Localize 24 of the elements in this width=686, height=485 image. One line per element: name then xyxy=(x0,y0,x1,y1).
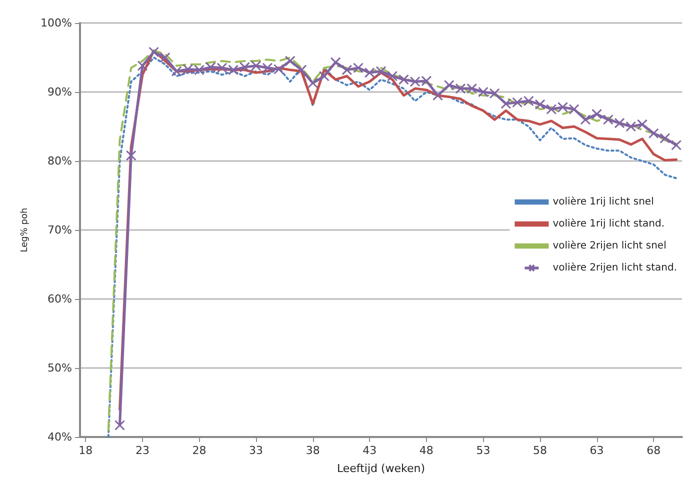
x-tick-label: 53 xyxy=(476,444,490,457)
y-tick-label: 70% xyxy=(48,224,72,236)
x-tick-label: 43 xyxy=(362,444,377,457)
y-tick-label: 90% xyxy=(48,86,72,98)
y-tick-label: 100% xyxy=(40,16,72,30)
x-tick-label: 63 xyxy=(590,444,604,457)
x-tick-label: 23 xyxy=(135,444,150,457)
x-tick-label: 28 xyxy=(192,444,206,457)
y-tick-label: 50% xyxy=(48,362,72,374)
x-tick-label: 68 xyxy=(646,444,661,457)
y-tick-label: 60% xyxy=(48,292,72,306)
legend-label: volière 2rijen licht stand. xyxy=(552,262,678,274)
x-tick-label: 18 xyxy=(78,444,93,457)
y-axis-title: Leg% poh xyxy=(20,208,30,252)
x-tick-label: 58 xyxy=(533,444,548,457)
x-tick-label: 48 xyxy=(419,444,434,457)
legend-label: volière 2rijen licht snel xyxy=(552,240,666,252)
x-tick-label: 38 xyxy=(306,444,320,457)
y-tick-label: 80% xyxy=(48,154,72,168)
legend-label: volière 1rij licht snel xyxy=(552,196,654,208)
x-axis-title: Leeftijd (weken) xyxy=(336,462,426,475)
y-tick-label: 40% xyxy=(48,430,72,444)
legend-label: volière 1rij licht stand. xyxy=(552,218,665,230)
x-tick-label: 33 xyxy=(249,444,264,457)
